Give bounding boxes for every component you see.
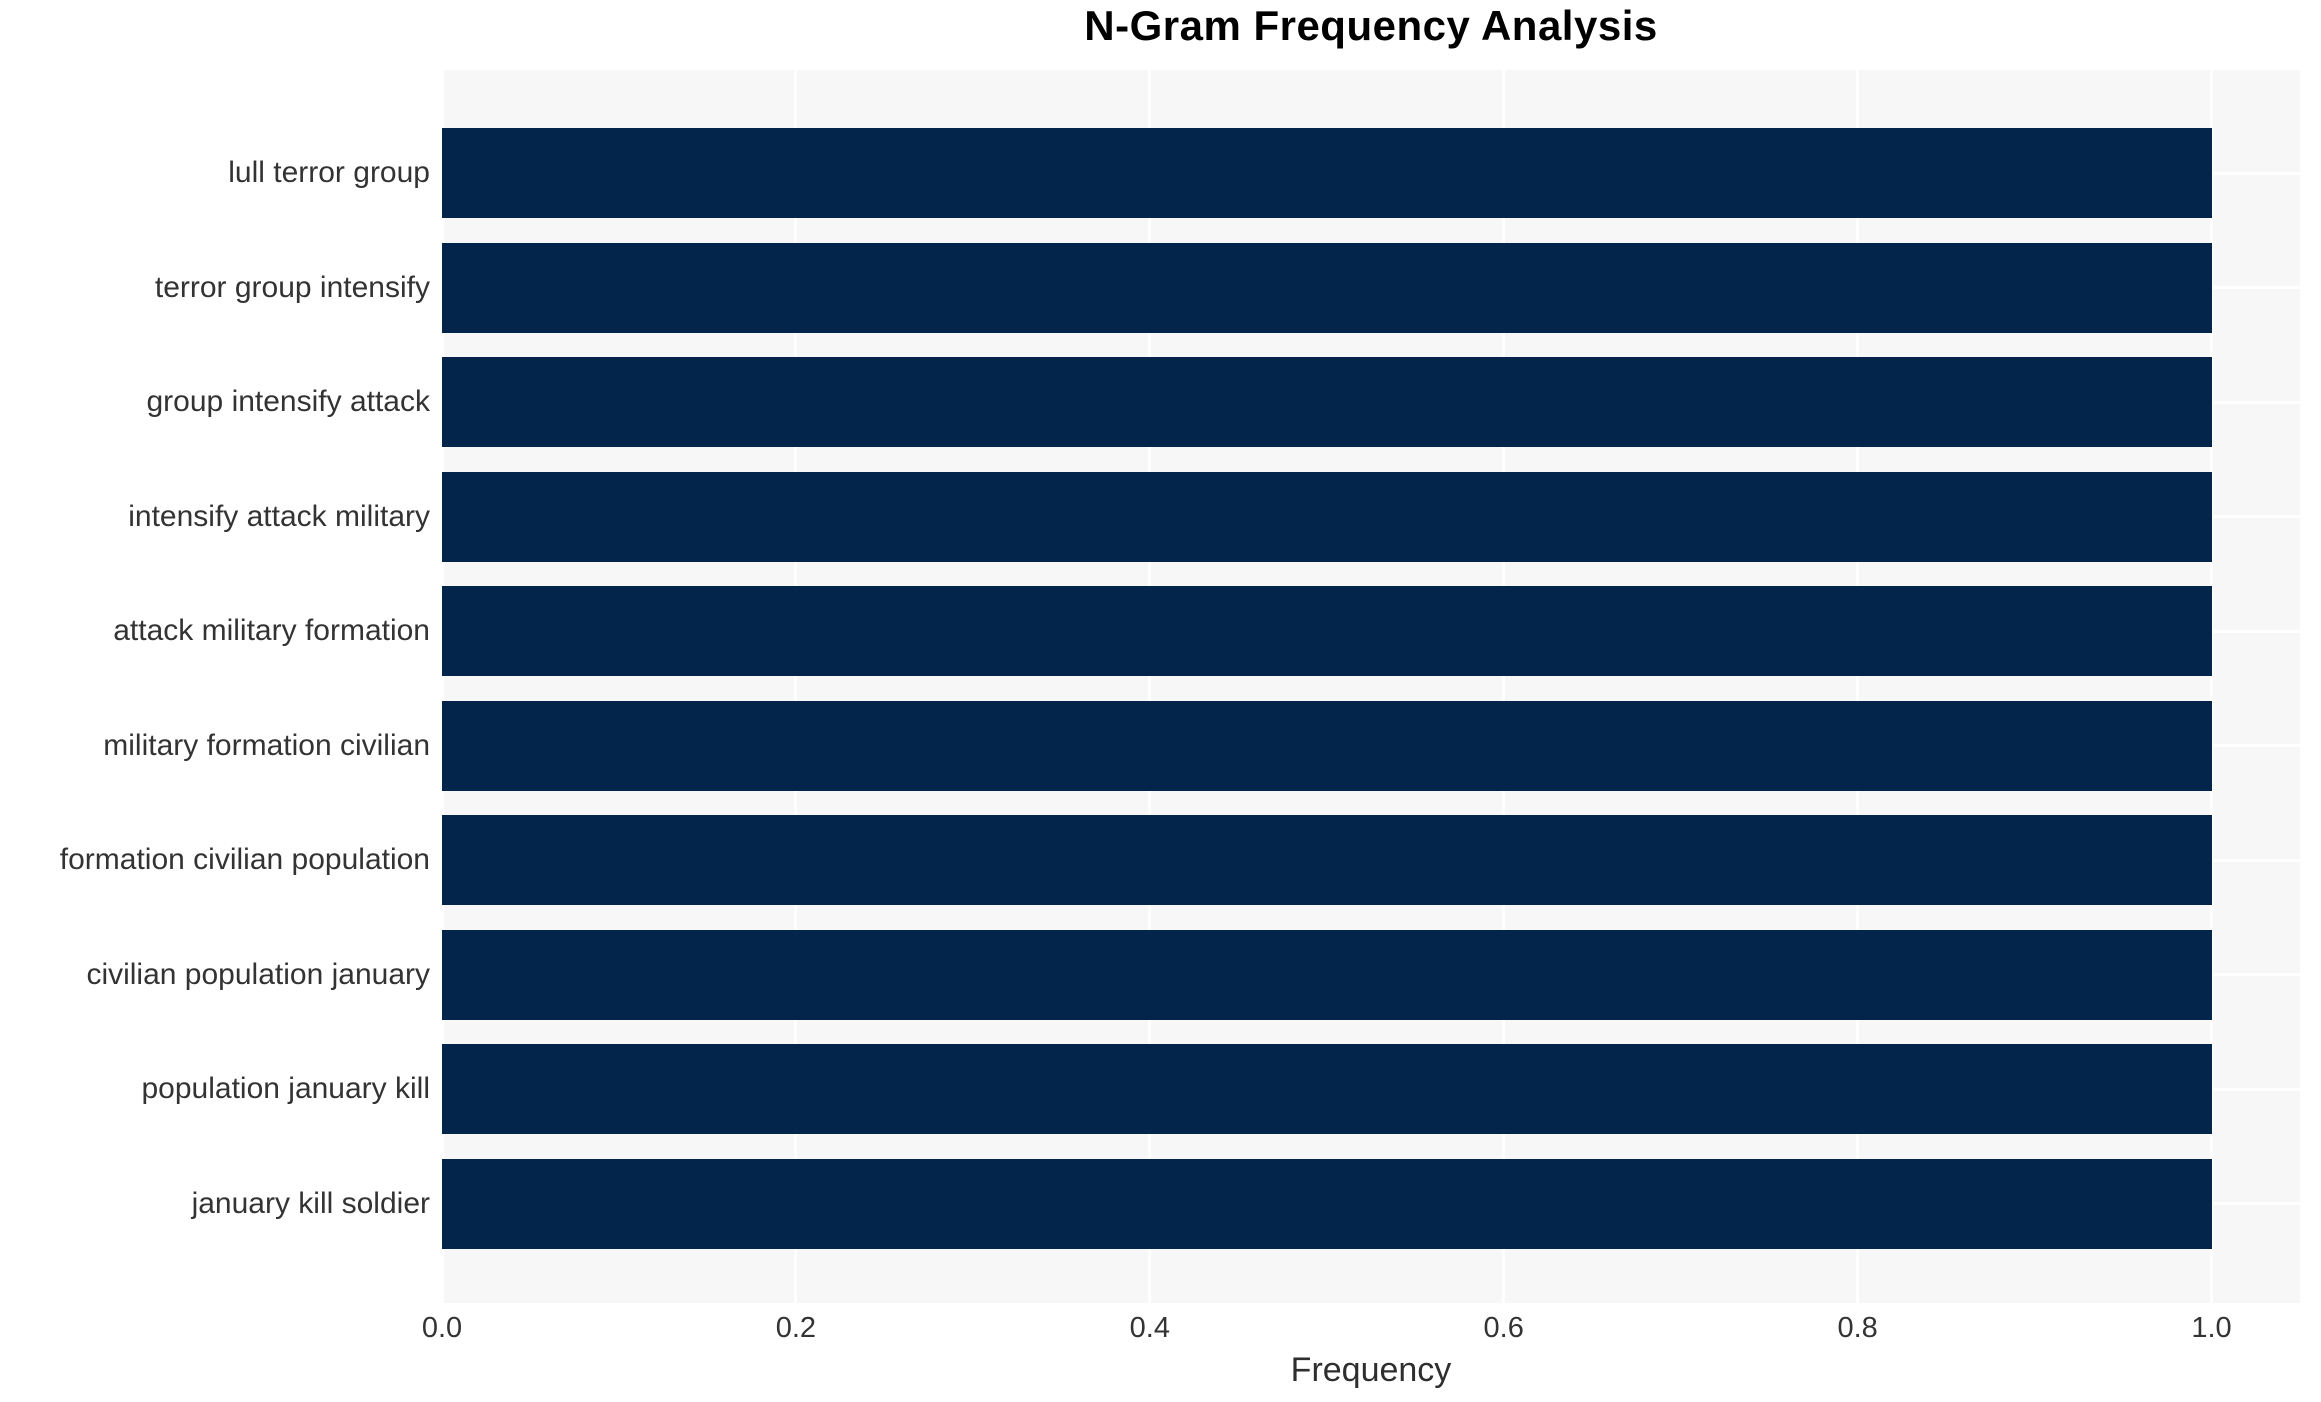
y-axis-label: civilian population january [86, 957, 430, 991]
y-axis-label: january kill soldier [191, 1186, 430, 1220]
x-tick-label: 0.8 [1837, 1312, 1878, 1344]
y-axis-label: military formation civilian [103, 728, 430, 762]
chart-title: N-Gram Frequency Analysis [1084, 2, 1658, 49]
gridline-vertical [794, 70, 798, 1303]
y-axis-labels: lull terror group terror group intensify g… [0, 0, 430, 1402]
bar [442, 471, 2212, 562]
gridline-vertical [1148, 70, 1152, 1303]
y-axis-label: intensify attack military [128, 499, 430, 533]
y-axis-label: group intensify attack [146, 385, 431, 418]
bar [442, 1158, 2212, 1249]
x-axis-title: Frequency [1290, 1351, 1452, 1389]
bar [442, 586, 2212, 676]
gridline-vertical [1502, 70, 1506, 1303]
gridline-vertical [440, 70, 444, 1303]
y-axis-label: terror group intensify [154, 270, 430, 304]
gridline-vertical [1856, 70, 1860, 1303]
x-tick-label: 0.6 [1483, 1312, 1524, 1344]
y-axis-label: population january kill [141, 1072, 430, 1105]
bar [442, 1044, 2212, 1134]
bar [442, 929, 2212, 1020]
y-axis-label: lull terror group [228, 156, 430, 189]
bar [442, 128, 2212, 218]
bar [442, 815, 2212, 905]
bar [442, 357, 2212, 447]
bar [442, 700, 2212, 791]
plot-area [440, 70, 2300, 1303]
x-tick-label: 0.2 [775, 1312, 817, 1344]
y-axis-label: formation civilian population [59, 843, 430, 876]
bar [442, 242, 2212, 333]
y-axis-label: attack military formation [113, 614, 430, 647]
gridline-vertical [2210, 70, 2214, 1303]
x-tick-label: 1.0 [2191, 1312, 2232, 1344]
x-tick-label: 0.4 [1129, 1312, 1170, 1344]
